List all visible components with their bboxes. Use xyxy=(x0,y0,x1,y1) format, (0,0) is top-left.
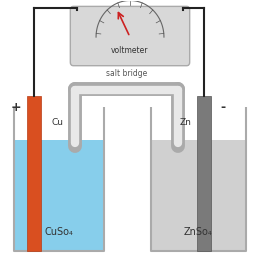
Text: ZnSo₄: ZnSo₄ xyxy=(184,227,212,237)
Text: +: + xyxy=(10,101,21,114)
Text: voltmeter: voltmeter xyxy=(111,46,149,55)
Text: salt bridge: salt bridge xyxy=(106,69,147,78)
FancyBboxPatch shape xyxy=(70,6,190,66)
Bar xyxy=(151,140,246,251)
Bar xyxy=(197,96,211,251)
Bar xyxy=(14,140,104,251)
Bar xyxy=(27,96,41,251)
Text: Cu: Cu xyxy=(51,118,63,127)
Text: CuSo₄: CuSo₄ xyxy=(45,227,74,237)
Text: -: - xyxy=(220,101,225,114)
Text: Zn: Zn xyxy=(180,118,192,127)
